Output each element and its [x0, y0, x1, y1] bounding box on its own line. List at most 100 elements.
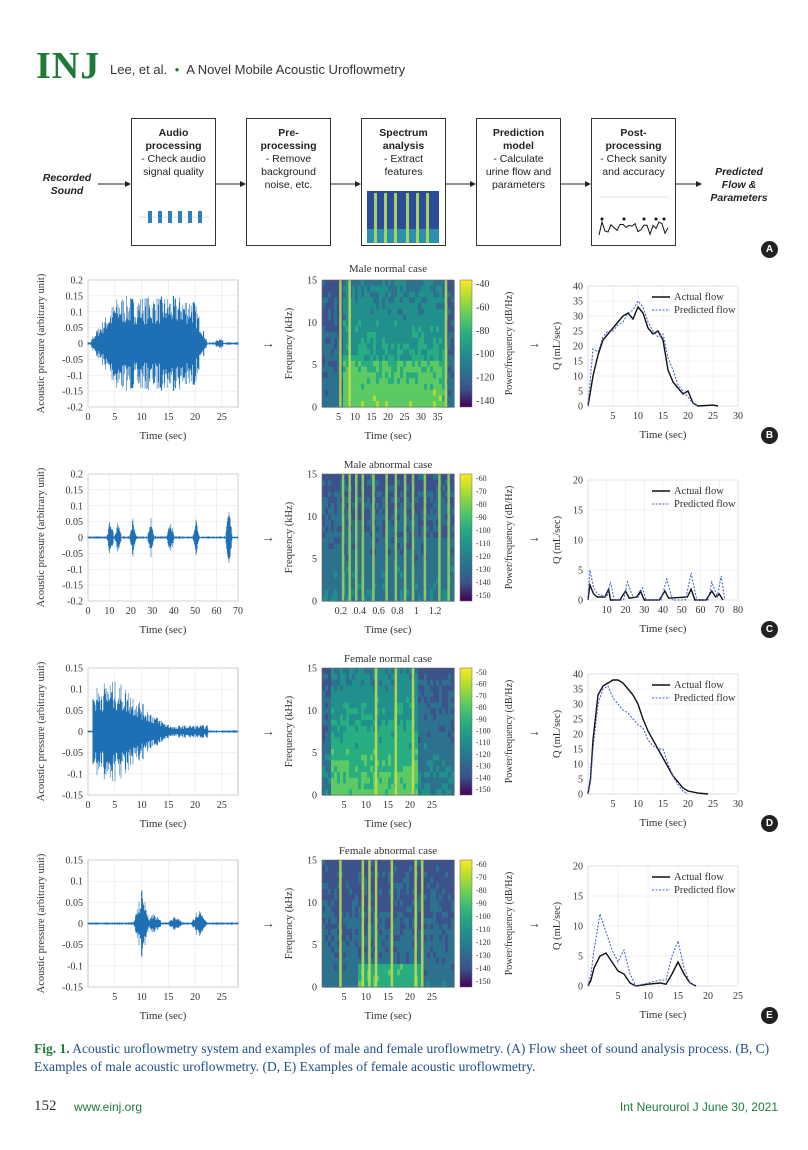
- spectrogram-cell: [385, 378, 389, 385]
- spectrogram-cell: [331, 766, 335, 773]
- spectrogram-cell: [346, 777, 350, 785]
- spectrogram-cell: [331, 349, 335, 356]
- spectrogram-cell: [328, 865, 332, 873]
- spectrogram-cell: [343, 497, 347, 504]
- spectrogram-cell: [406, 485, 410, 492]
- spectrogram-cell: [406, 583, 410, 591]
- spectrogram-cell: [334, 378, 338, 385]
- spectrogram-cell: [418, 595, 422, 602]
- spectrogram-cell: [382, 372, 386, 379]
- spectrogram-cell: [397, 789, 401, 796]
- spectrogram-cell: [403, 685, 407, 692]
- spectrogram-cell: [430, 514, 434, 521]
- spectrogram-cell: [334, 502, 338, 510]
- spectrogram-cell: [406, 958, 410, 965]
- spectrogram-cell: [451, 549, 455, 556]
- spectrogram-cell: [451, 760, 455, 767]
- spectrogram-cell: [364, 485, 368, 492]
- spectrogram-cell: [391, 485, 395, 492]
- spectrogram-cell: [370, 572, 374, 579]
- spectrogram-cell: [394, 911, 398, 919]
- spectrogram-cell: [322, 766, 326, 773]
- spectrogram-cell: [412, 946, 416, 953]
- spectrogram-cell: [421, 280, 425, 287]
- spectrogram-cell: [391, 731, 395, 738]
- spectrogram-cell: [400, 583, 404, 591]
- spectrogram-cell: [385, 343, 389, 350]
- spectrogram-cell: [400, 685, 404, 692]
- spectrogram-cell: [355, 789, 359, 796]
- spectrogram-cell: [325, 583, 329, 591]
- spectrogram-cell: [358, 929, 362, 936]
- spectrogram-cell: [412, 917, 416, 925]
- flow-step-box: Pre-processing - Remove background noise, e…: [246, 118, 331, 246]
- flow-xtick: 10: [602, 605, 612, 616]
- spectrogram-cell: [379, 969, 383, 977]
- spectrogram-cell: [373, 485, 377, 492]
- spectrogram-cell: [430, 525, 434, 533]
- spectrogram-cell: [328, 963, 332, 971]
- spectrogram-cell: [361, 383, 365, 391]
- spectrogram-cell: [409, 479, 413, 487]
- spectrogram-cell: [442, 789, 446, 796]
- spectrogram-cell: [406, 771, 410, 779]
- spectrogram-cell: [391, 514, 395, 521]
- spectrogram-cell: [388, 685, 392, 692]
- spectrogram-cell: [388, 401, 392, 408]
- spectrogram-cell: [409, 975, 413, 982]
- spectrogram-cell: [343, 923, 347, 930]
- spectrogram-cell: [382, 308, 386, 316]
- spectrogram-cell: [433, 572, 437, 579]
- spectrogram-cell: [451, 969, 455, 977]
- spectrogram-cell: [334, 877, 338, 884]
- spectrogram-cell: [445, 923, 449, 930]
- spectrogram-cell: [439, 952, 443, 959]
- spectrogram-cell: [424, 297, 428, 304]
- spectrogram-cell: [409, 940, 413, 948]
- spectrogram-cell: [352, 783, 356, 790]
- spectrogram-cell: [340, 981, 344, 988]
- spectrogram-cell: [427, 343, 431, 350]
- spectrogram-cell: [421, 314, 425, 322]
- spectrogram-cell: [361, 355, 365, 362]
- spectrogram-cell: [367, 577, 371, 585]
- spectrogram-cell: [340, 737, 344, 744]
- spectrogram-cell: [400, 789, 404, 796]
- spectrogram-cell: [442, 719, 446, 727]
- spectrogram-cell: [343, 940, 347, 948]
- spectrogram-cell: [322, 743, 326, 750]
- spectrogram-cell: [388, 754, 392, 761]
- spectrogram-cell: [439, 731, 443, 738]
- spectrogram-cell: [442, 297, 446, 304]
- spectrogram-cell: [385, 725, 389, 733]
- spectrogram-cell: [397, 355, 401, 362]
- spectrogram-cell: [355, 297, 359, 304]
- flow-ytick: 15: [573, 357, 583, 368]
- spectrogram-cell: [328, 766, 332, 773]
- spectrogram-cell: [325, 766, 329, 773]
- spectrogram-cell: [400, 766, 404, 773]
- spectrogram-cell: [433, 860, 437, 867]
- spectrogram-cell: [346, 583, 350, 591]
- spectrogram-cell: [346, 771, 350, 779]
- spectrogram-cell: [439, 566, 443, 573]
- waveform-ytick: -0.05: [62, 355, 83, 366]
- spectrogram-cell: [376, 285, 380, 293]
- spectrogram-cell: [331, 737, 335, 744]
- spectrogram-cell: [424, 343, 428, 350]
- spectrogram-cell: [397, 702, 401, 710]
- spectrogram-cell: [382, 911, 386, 919]
- spectrogram-cell: [424, 691, 428, 698]
- spectrogram-cell: [421, 508, 425, 516]
- journal-site-link[interactable]: www.einj.org: [74, 1100, 143, 1114]
- spectrogram-cell: [439, 673, 443, 681]
- spectrogram-cell: [433, 326, 437, 333]
- spectrogram-cell: [430, 554, 434, 562]
- spectrogram-cell: [388, 285, 392, 293]
- spectrogram-cell: [346, 865, 350, 873]
- spectrogram-cell: [370, 349, 374, 356]
- spectrogram-cell: [439, 360, 443, 368]
- spectrogram-cell: [322, 326, 326, 333]
- spectrogram-cell: [331, 297, 335, 304]
- spectrogram-cell: [400, 326, 404, 333]
